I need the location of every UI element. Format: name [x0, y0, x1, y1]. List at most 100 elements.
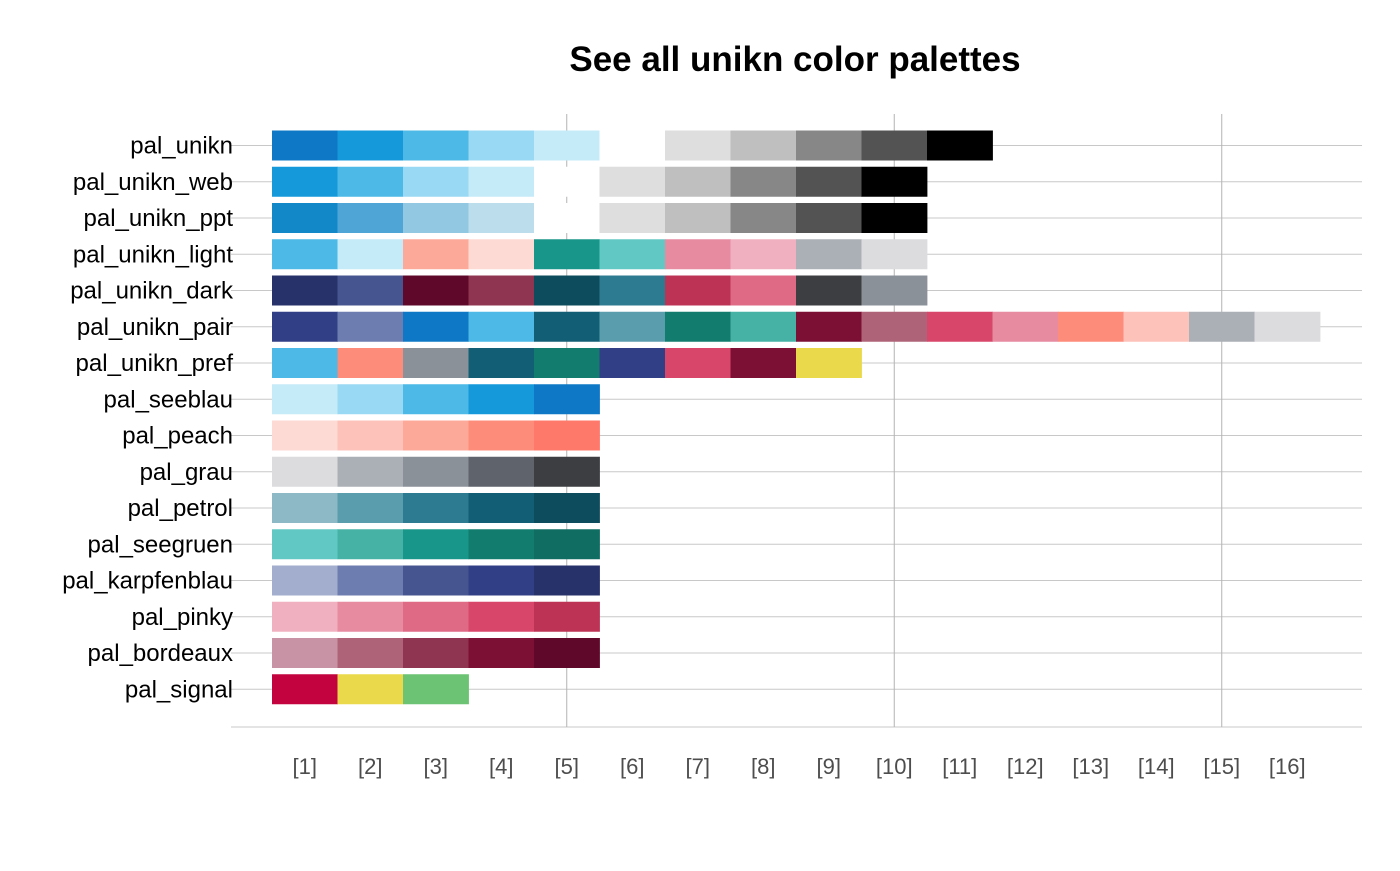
tile-pal_unikn_pair-15: [1189, 311, 1255, 342]
tile-pal_signal-3: [403, 674, 469, 705]
x-tick-label-12: [12]: [1007, 754, 1044, 779]
tile-pal_peach-3: [403, 420, 469, 451]
x-tick-label-2: [2]: [358, 754, 382, 779]
tile-pal_unikn_ppt-9: [796, 203, 862, 233]
row-label-pal_grau: pal_grau: [140, 459, 233, 486]
tile-pal_pinky-3: [403, 601, 469, 632]
tile-pal_pinky-1: [272, 601, 338, 632]
row-label-pal_bordeaux: pal_bordeaux: [88, 640, 233, 667]
tile-pal_unikn-5: [534, 130, 600, 161]
tile-pal_unikn_light-1: [272, 239, 338, 270]
tile-pal_unikn-1: [272, 130, 338, 161]
tile-pal_unikn_dark-7: [665, 275, 731, 306]
tile-pal_unikn_dark-3: [403, 275, 469, 306]
tile-pal_karpfenblau-3: [403, 565, 469, 596]
tile-pal_karpfenblau-1: [272, 565, 338, 596]
tile-pal_unikn_pair-11: [927, 311, 993, 342]
tile-pal_unikn-3: [403, 130, 469, 161]
tile-pal_unikn_pref-4: [468, 348, 535, 378]
x-tick-label-8: [8]: [751, 754, 775, 779]
tile-pal_unikn_pair-1: [272, 311, 338, 342]
color-tiles: [272, 130, 1321, 705]
tile-pal_unikn_pair-13: [1058, 311, 1124, 342]
tile-pal_bordeaux-4: [468, 638, 535, 668]
x-tick-label-14: [14]: [1138, 754, 1175, 779]
tile-pal_unikn-4: [468, 130, 535, 161]
x-tick-label-6: [6]: [620, 754, 644, 779]
tile-pal_unikn_ppt-2: [337, 203, 404, 233]
tile-pal_seeblau-1: [272, 384, 338, 415]
x-tick-label-16: [16]: [1269, 754, 1306, 779]
x-tick-label-15: [15]: [1203, 754, 1240, 779]
tile-pal_unikn_ppt-8: [730, 203, 797, 233]
tile-pal_unikn_pair-16: [1254, 311, 1321, 342]
row-label-pal_pinky: pal_pinky: [132, 604, 233, 631]
tile-pal_grau-1: [272, 456, 338, 487]
tile-pal_unikn_light-8: [730, 239, 797, 270]
tile-pal_seegruen-3: [403, 529, 469, 560]
tile-pal_unikn_pref-5: [534, 348, 600, 378]
tile-pal_petrol-5: [534, 493, 600, 523]
tile-pal_unikn_dark-1: [272, 275, 338, 306]
tile-pal_unikn_light-4: [468, 239, 535, 270]
tile-pal_unikn_web-10: [861, 166, 928, 197]
row-label-pal_karpfenblau: pal_karpfenblau: [62, 568, 233, 595]
tile-pal_unikn_light-6: [599, 239, 666, 270]
tile-pal_unikn_pref-9: [796, 348, 862, 378]
row-label-pal_seegruen: pal_seegruen: [88, 531, 233, 558]
tile-pal_peach-2: [337, 420, 404, 451]
tile-pal_unikn_ppt-5: [534, 203, 600, 233]
tile-pal_unikn_ppt-3: [403, 203, 469, 233]
tile-pal_unikn-11: [927, 130, 993, 161]
tile-pal_unikn-2: [337, 130, 404, 161]
tile-pal_unikn_web-4: [468, 166, 535, 197]
tile-pal_bordeaux-1: [272, 638, 338, 668]
tile-pal_unikn_light-2: [337, 239, 404, 270]
tile-pal_bordeaux-3: [403, 638, 469, 668]
row-label-pal_petrol: pal_petrol: [128, 495, 233, 522]
tile-pal_seeblau-2: [337, 384, 404, 415]
x-tick-label-10: [10]: [876, 754, 913, 779]
row-label-pal_unikn_dark: pal_unikn_dark: [70, 278, 234, 305]
tile-pal_signal-1: [272, 674, 338, 705]
tile-pal_petrol-2: [337, 493, 404, 523]
tile-pal_seegruen-5: [534, 529, 600, 560]
tile-pal_karpfenblau-4: [468, 565, 535, 596]
palette-name-labels: pal_unikn pal_unikn_web pal_unikn_ppt pal_u…: [62, 133, 234, 704]
tile-pal_peach-5: [534, 420, 600, 451]
x-tick-label-4: [4]: [489, 754, 513, 779]
x-tick-label-5: [5]: [555, 754, 579, 779]
tile-pal_unikn_pref-3: [403, 348, 469, 378]
tile-pal_unikn_pref-2: [337, 348, 404, 378]
tile-pal_unikn_pair-3: [403, 311, 469, 342]
tile-pal_unikn_ppt-10: [861, 203, 928, 233]
tile-pal_unikn_ppt-1: [272, 203, 338, 233]
tile-pal_unikn_web-7: [665, 166, 731, 197]
tile-pal_unikn_dark-10: [861, 275, 928, 306]
tile-pal_bordeaux-2: [337, 638, 404, 668]
tile-pal_unikn_dark-4: [468, 275, 535, 306]
tile-pal_grau-2: [337, 456, 404, 487]
tile-pal_unikn_light-5: [534, 239, 600, 270]
row-label-pal_unikn_pair: pal_unikn_pair: [77, 314, 233, 341]
tile-pal_unikn_web-5: [534, 166, 600, 197]
tile-pal_unikn_web-1: [272, 166, 338, 197]
tile-pal_unikn_pair-2: [337, 311, 404, 342]
tile-pal_pinky-4: [468, 601, 535, 632]
tile-pal_unikn_pair-8: [730, 311, 797, 342]
row-label-pal_unikn_ppt: pal_unikn_ppt: [84, 205, 234, 232]
tile-pal_unikn_pair-5: [534, 311, 600, 342]
tile-pal_unikn_pref-7: [665, 348, 731, 378]
tile-pal_unikn-6: [599, 130, 666, 161]
x-tick-label-1: [1]: [293, 754, 317, 779]
tile-pal_unikn_dark-5: [534, 275, 600, 306]
x-tick-label-13: [13]: [1072, 754, 1109, 779]
tile-pal_petrol-1: [272, 493, 338, 523]
tile-pal_unikn_ppt-6: [599, 203, 666, 233]
tile-pal_grau-4: [468, 456, 535, 487]
tile-pal_unikn_dark-8: [730, 275, 797, 306]
tile-pal_grau-3: [403, 456, 469, 487]
tile-pal_unikn_pair-4: [468, 311, 535, 342]
tile-pal_unikn_dark-2: [337, 275, 404, 306]
